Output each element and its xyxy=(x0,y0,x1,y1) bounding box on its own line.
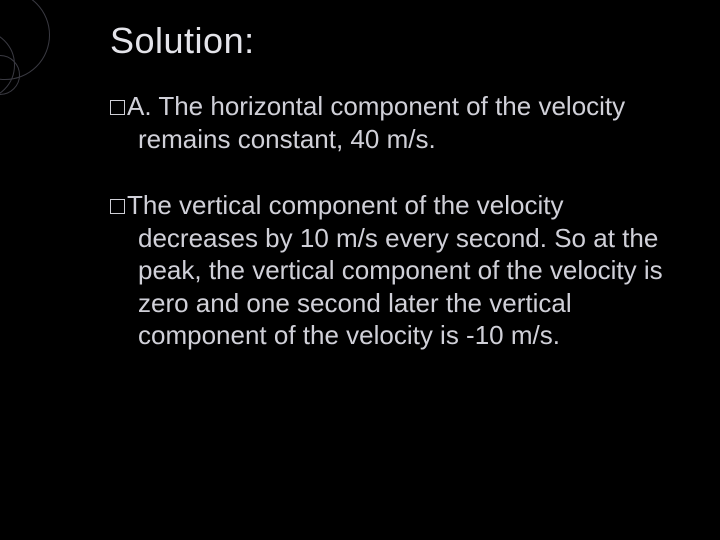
paragraph-prefix: The xyxy=(127,190,172,220)
paragraph: A. The horizontal component of the veloc… xyxy=(110,90,670,155)
paragraph-text: vertical component of the velocity decre… xyxy=(138,190,663,350)
bullet-box-icon xyxy=(110,100,125,115)
slide-title: Solution: xyxy=(110,20,670,62)
paragraph-prefix: A. xyxy=(127,91,152,121)
bullet-box-icon xyxy=(110,199,125,214)
paragraph: The vertical component of the velocity d… xyxy=(110,189,670,352)
paragraph-text: The horizontal component of the velocity… xyxy=(138,91,625,154)
slide-content: Solution: A. The horizontal component of… xyxy=(110,20,670,386)
side-accent xyxy=(0,0,60,540)
